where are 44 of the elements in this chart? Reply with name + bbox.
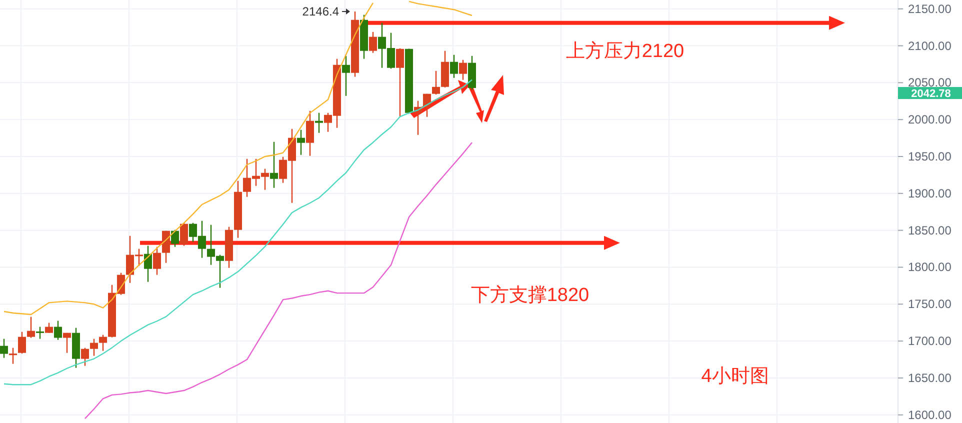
ref-line-label: 下方支撑1820 — [470, 284, 590, 306]
candlestick — [306, 110, 314, 156]
y-tick-label: 1850.00 — [908, 223, 952, 238]
ref-line-label: 上方压力2120 — [566, 40, 684, 62]
candlestick — [9, 347, 17, 364]
line-series — [84, 142, 473, 420]
y-tick-label: 1950.00 — [908, 150, 952, 164]
candlestick — [342, 55, 350, 96]
candlestick — [27, 316, 35, 338]
candlestick — [18, 331, 26, 354]
text: 4小时图 — [701, 366, 769, 387]
candlestick — [450, 54, 458, 78]
candlestick — [81, 347, 89, 366]
candlestick — [54, 320, 62, 340]
y-tick-label: 1600.00 — [908, 408, 952, 422]
candlestick — [270, 141, 278, 188]
text: 2042.78 — [911, 88, 951, 100]
candlestick — [153, 246, 161, 276]
candlestick — [396, 48, 404, 118]
candlestick — [171, 229, 179, 248]
y-tick-label: 1700.00 — [908, 334, 952, 348]
y-tick-label: 1650.00 — [908, 370, 952, 385]
candlestick — [99, 334, 107, 352]
candlestick — [90, 338, 98, 356]
candlestick — [36, 326, 44, 340]
y-tick-label: 2100.00 — [908, 38, 952, 53]
y-tick-label: 2000.00 — [908, 112, 952, 127]
candlestick — [0, 338, 8, 358]
candlestick — [432, 70, 440, 96]
candlestick — [45, 322, 53, 334]
y-tick-label: 2050.00 — [908, 76, 952, 90]
candlestick — [315, 112, 323, 134]
annotation: 2146.4 — [302, 4, 340, 19]
y-tick-label: 1800.00 — [908, 260, 952, 274]
candlestick — [180, 222, 188, 246]
candlestick — [144, 245, 152, 282]
y-tick-label: 2150.00 — [908, 2, 952, 16]
y-tick-label: 1900.00 — [908, 186, 952, 200]
y-tick-label: 1750.00 — [908, 297, 952, 312]
candlestick — [63, 332, 71, 354]
candlestick — [297, 129, 305, 156]
candlestick — [369, 31, 377, 54]
candlestick — [162, 230, 170, 264]
candlestick — [459, 59, 467, 80]
